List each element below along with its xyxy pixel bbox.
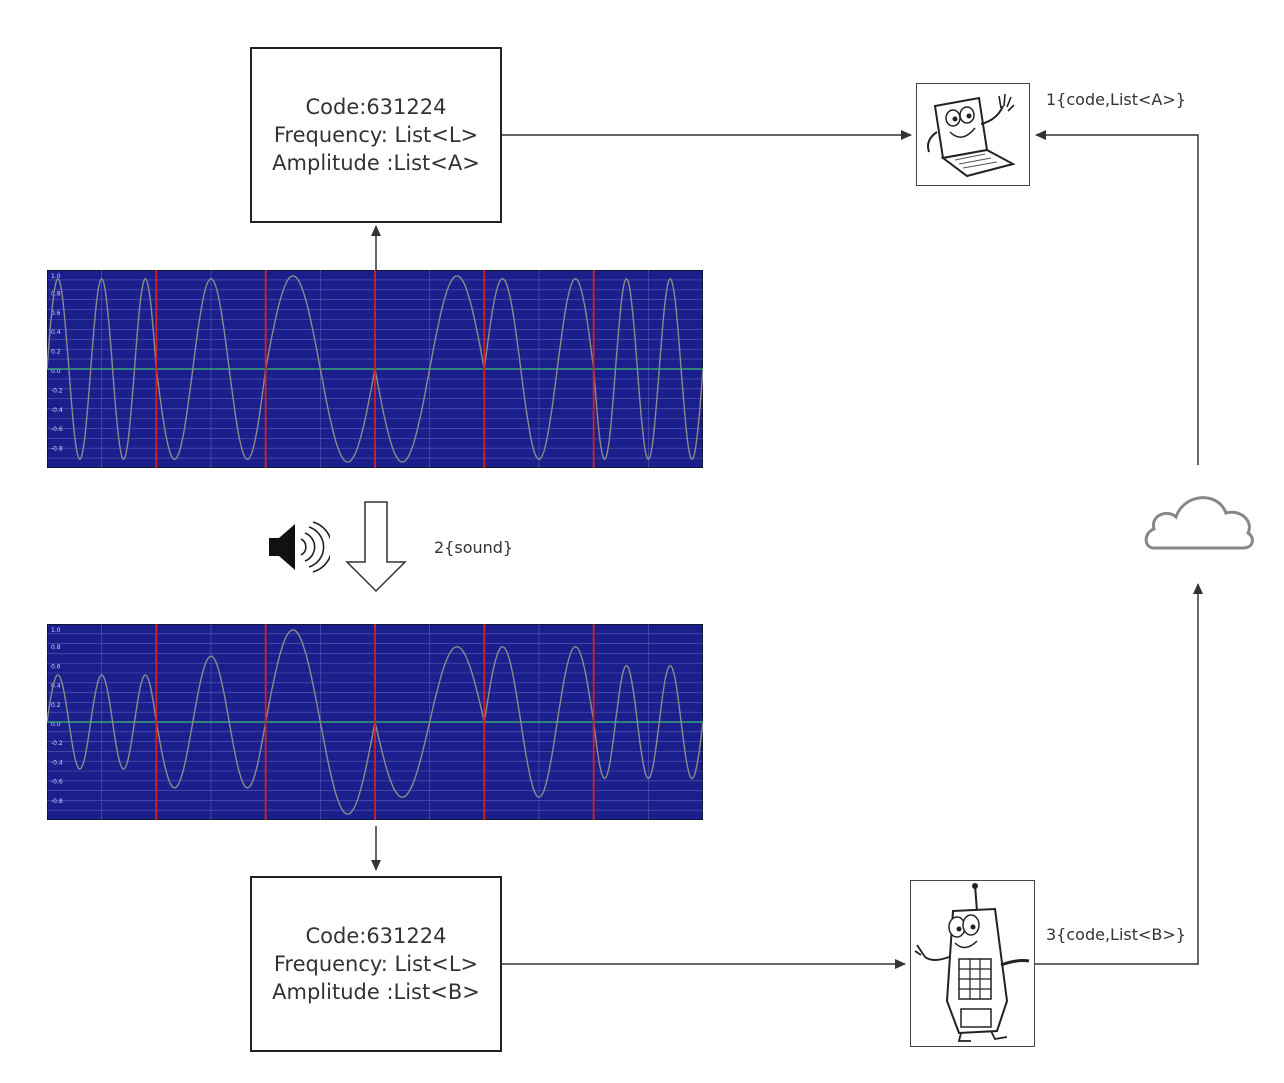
y-tick-label: 0.6 [51,663,61,670]
top-code-text: Code:631224 [305,95,447,119]
y-tick-label: 0.2 [51,702,61,709]
y-tick-label: -0.4 [51,759,63,766]
step3-label: 3{code,List<B>} [1046,925,1186,944]
waveform-top: 1.0 0.8 0.6 0.4 0.2 0.0 -0.2 -0.4 -0.6 -0.8 [47,270,703,468]
y-tick-label: -0.8 [51,798,63,805]
y-tick-label: 0.0 [51,368,61,375]
y-tick-label: 0.0 [51,721,61,728]
speaker-icon [269,521,330,573]
y-tick-label: -0.2 [51,387,63,394]
y-tick-label: -0.6 [51,426,63,433]
top-info-box: Code:631224 Frequency: List<L> Amplitude… [250,47,502,223]
top-amplitude-text: Amplitude :List<A> [272,151,480,175]
phone-icon [910,880,1035,1047]
y-tick-label: -0.2 [51,740,63,747]
bottom-frequency-text: Frequency: List<L> [273,952,479,976]
y-tick-label: 0.2 [51,349,61,356]
y-tick-label: 0.4 [51,329,61,336]
y-tick-label: -0.4 [51,407,63,414]
y-tick-label: 0.8 [51,290,61,297]
y-tick-label: 1.0 [51,627,61,634]
y-tick-label: -0.6 [51,779,63,786]
y-tick-label: -0.8 [51,446,63,453]
y-tick-label: 1.0 [51,273,61,280]
arrow-phone-to-cloud [1035,583,1203,965]
arrow-cloud-to-laptop [1035,130,1199,465]
step1-label: 1{code,List<A>} [1046,90,1186,109]
top-frequency-text: Frequency: List<L> [273,123,479,147]
y-tick-label: 0.4 [51,683,61,690]
bottom-info-box: Code:631224 Frequency: List<L> Amplitude… [250,876,502,1052]
waveform-bottom: 1.0 0.8 0.6 0.4 0.2 0.0 -0.2 -0.4 -0.6 -0.8 [47,624,703,820]
transmission-down-arrow [345,501,407,593]
bottom-code-text: Code:631224 [305,924,447,948]
cloud-icon [1144,496,1254,550]
y-tick-label: 0.6 [51,310,61,317]
step2-label: 2{sound} [434,538,514,557]
bottom-amplitude-text: Amplitude :List<B> [272,980,480,1004]
y-tick-label: 0.8 [51,644,61,651]
laptop-icon [916,83,1030,186]
